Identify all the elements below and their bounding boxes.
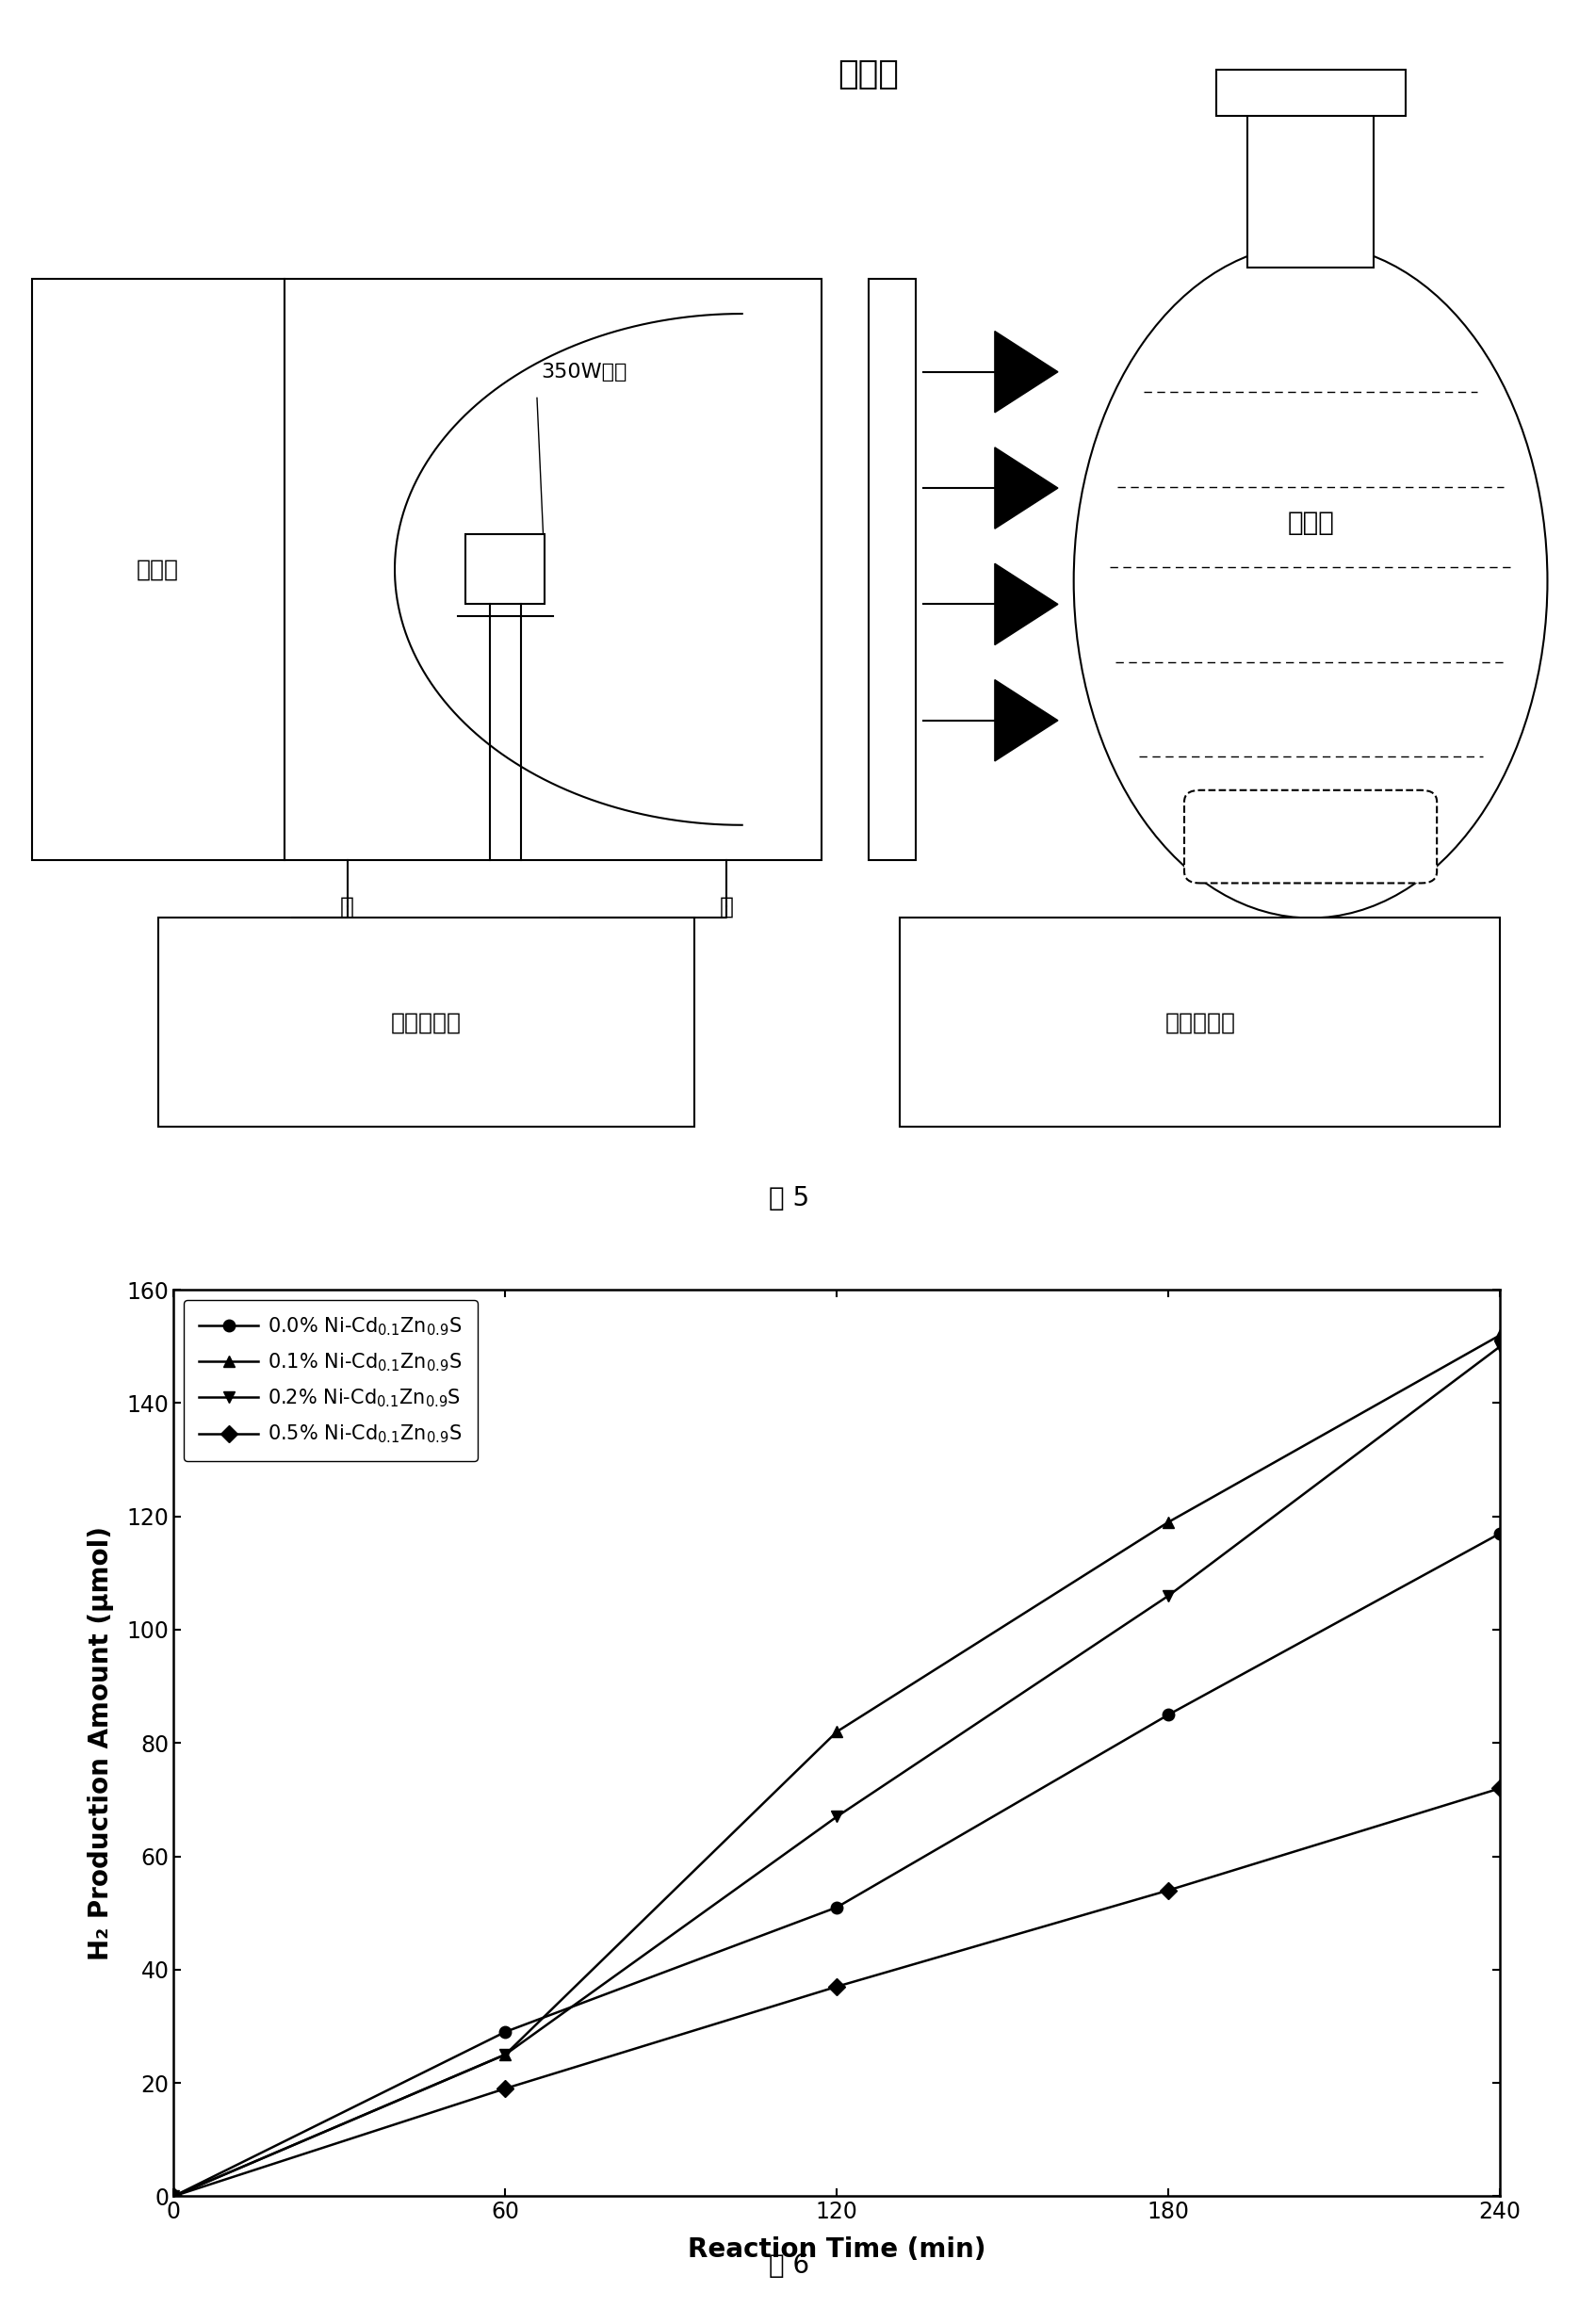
- Bar: [1216, 70, 1405, 116]
- Text: 滤光片: 滤光片: [838, 58, 898, 91]
- Polygon shape: [995, 330, 1058, 414]
- FancyBboxPatch shape: [1184, 790, 1437, 883]
- Text: 350W氙灯: 350W氙灯: [542, 363, 627, 381]
- X-axis label: Reaction Time (min): Reaction Time (min): [688, 2236, 985, 2264]
- Ellipse shape: [1074, 244, 1547, 918]
- Text: 图 5: 图 5: [769, 1185, 810, 1211]
- Bar: [158, 918, 695, 1127]
- Text: －: －: [341, 895, 354, 918]
- Bar: [1247, 105, 1374, 267]
- Text: 氙灯控制箱: 氙灯控制箱: [392, 1011, 461, 1034]
- Bar: [32, 279, 284, 860]
- Text: 电风扇: 电风扇: [137, 558, 178, 581]
- Bar: [900, 918, 1500, 1127]
- Text: ＋: ＋: [720, 895, 733, 918]
- Polygon shape: [995, 679, 1058, 762]
- Y-axis label: H₂ Production Amount (μmol): H₂ Production Amount (μmol): [87, 1527, 114, 1959]
- Text: 磁力搅拌器: 磁力搅拌器: [1165, 1011, 1235, 1034]
- Polygon shape: [995, 446, 1058, 528]
- Bar: [868, 279, 916, 860]
- Bar: [284, 279, 821, 860]
- Text: 图 6: 图 6: [769, 2252, 810, 2280]
- Legend: 0.0% Ni-Cd$_{0.1}$Zn$_{0.9}$S, 0.1% Ni-Cd$_{0.1}$Zn$_{0.9}$S, 0.2% Ni-Cd$_{0.1}$: 0.0% Ni-Cd$_{0.1}$Zn$_{0.9}$S, 0.1% Ni-C…: [183, 1299, 478, 1462]
- Polygon shape: [995, 562, 1058, 644]
- Text: 反应器: 反应器: [1287, 509, 1334, 537]
- Bar: [466, 535, 545, 604]
